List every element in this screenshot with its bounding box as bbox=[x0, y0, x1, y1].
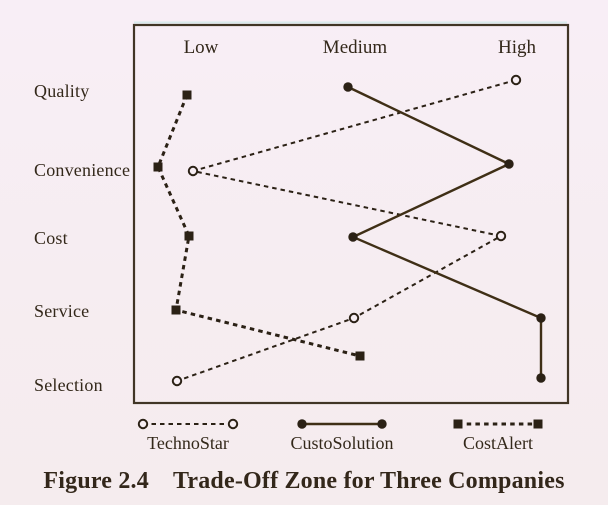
scan-artifact-line bbox=[134, 21, 567, 24]
filled-circle-marker bbox=[377, 419, 387, 429]
figure-caption-number: Figure 2.4 bbox=[43, 468, 149, 494]
filled-circle-marker bbox=[348, 232, 358, 242]
row-label-quality: Quality bbox=[34, 81, 90, 101]
open-circle-marker bbox=[495, 230, 507, 242]
filled-square-marker bbox=[355, 351, 365, 361]
series-technostar bbox=[171, 74, 522, 387]
filled-square-marker bbox=[153, 162, 163, 172]
series-costalert bbox=[153, 90, 365, 361]
open-circle-marker bbox=[510, 74, 522, 86]
series-custosolution bbox=[343, 82, 546, 383]
filled-circle-marker bbox=[536, 373, 546, 383]
filled-square-marker bbox=[453, 419, 463, 429]
row-label-convenience: Convenience bbox=[34, 160, 131, 180]
row-label-cost: Cost bbox=[34, 228, 68, 248]
chart-legend: TechnoStar CustoSolution CostAlert bbox=[0, 417, 608, 457]
legend-item-custosolution: CustoSolution bbox=[290, 417, 394, 452]
figure-caption-title: Trade-Off Zone for Three Companies bbox=[172, 468, 565, 494]
column-label-high: High bbox=[498, 37, 536, 58]
filled-square-marker bbox=[171, 305, 181, 315]
open-circle-marker bbox=[137, 418, 149, 430]
legend-label-custosolution: CustoSolution bbox=[290, 433, 394, 453]
open-circle-marker bbox=[171, 375, 183, 387]
filled-square-marker bbox=[182, 90, 192, 100]
filled-circle-marker bbox=[536, 313, 546, 323]
row-label-service: Service bbox=[34, 301, 90, 321]
legend-label-technostar: TechnoStar bbox=[147, 433, 229, 453]
legend-item-costalert: CostAlert bbox=[451, 417, 545, 452]
plot-border bbox=[132, 23, 570, 405]
column-label-low: Low bbox=[183, 37, 219, 58]
open-circle-marker bbox=[227, 418, 239, 430]
filled-circle-marker bbox=[297, 419, 307, 429]
legend-label-costalert: CostAlert bbox=[463, 433, 533, 453]
filled-square-marker bbox=[533, 419, 543, 429]
figure-caption: Figure 2.4 Trade-Off Zone for Three Comp… bbox=[0, 468, 608, 495]
legend-item-technostar: TechnoStar bbox=[136, 417, 240, 452]
filled-square-marker bbox=[184, 231, 194, 241]
series-layer bbox=[153, 74, 546, 387]
filled-circle-marker bbox=[504, 159, 514, 169]
costalert-dashed-filled-square-icon bbox=[453, 419, 543, 429]
open-circle-marker bbox=[348, 312, 360, 324]
open-circle-marker bbox=[187, 165, 199, 177]
column-label-medium: Medium bbox=[322, 37, 388, 58]
row-label-selection: Selection bbox=[34, 375, 103, 395]
custosolution-solid-filled-circle-icon bbox=[297, 419, 387, 429]
filled-circle-marker bbox=[343, 82, 353, 92]
technostar-dashed-open-circle-icon bbox=[137, 418, 239, 430]
